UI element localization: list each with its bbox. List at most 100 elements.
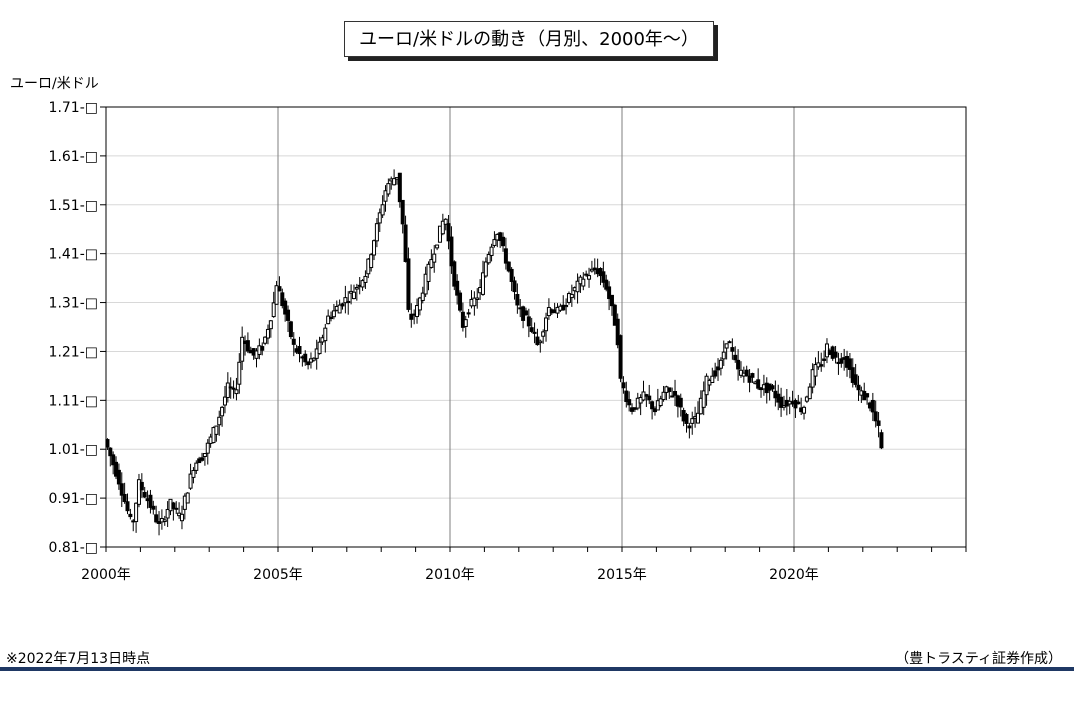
candle-body [403, 224, 408, 262]
candle-body [245, 340, 250, 352]
candle-body [108, 447, 113, 457]
candle-body [529, 327, 534, 332]
plot-frame [105, 106, 967, 548]
candle-body [191, 470, 196, 478]
y-tick-label: 1.41-□ [49, 247, 98, 263]
candle-body [406, 258, 411, 310]
candle-body [139, 481, 144, 491]
candle-body [271, 302, 276, 318]
candle-body [363, 275, 368, 283]
candle-body [661, 391, 666, 400]
candle-body [440, 220, 445, 235]
candle-body [839, 358, 844, 364]
candle-body [323, 327, 328, 342]
candle-body [581, 278, 586, 287]
candle-body [621, 382, 626, 389]
chart-title: ユーロ/米ドルの動き（月別、2000年～） [344, 21, 714, 57]
candle-body [374, 223, 379, 242]
candle-body [736, 359, 741, 370]
candle-body [297, 346, 302, 355]
candle-body [779, 396, 784, 408]
candle-body [354, 287, 359, 290]
candle-body [618, 335, 623, 379]
candle-body [337, 304, 342, 314]
candle-body [807, 386, 812, 400]
candle-body [458, 292, 463, 311]
x-tick-label: 2010年 [425, 567, 475, 583]
candle-body [128, 513, 133, 518]
candle-body [283, 300, 288, 315]
bottom-rule [0, 667, 1074, 671]
candle-body [288, 321, 293, 338]
candle-body [644, 394, 649, 397]
candle-body [188, 473, 193, 489]
y-tick-label: 1.71-□ [49, 100, 98, 116]
candle-body [687, 425, 692, 429]
candle-body [432, 253, 437, 263]
candle-body [268, 320, 273, 330]
candle-body [380, 204, 385, 216]
candle-body [360, 280, 365, 288]
candle-body [713, 370, 718, 377]
candle-body [853, 374, 858, 385]
candle-body [125, 501, 130, 512]
candle-body [796, 401, 801, 405]
candle-body [429, 259, 434, 268]
candle-body [105, 439, 110, 448]
candle-body [721, 351, 726, 360]
candle-body [690, 418, 695, 424]
y-tick-label: 1.21-□ [49, 344, 98, 360]
candle-body [512, 280, 517, 293]
candle-body [865, 393, 870, 398]
x-tick-label: 2015年 [597, 567, 647, 583]
candle-body [452, 261, 457, 287]
candle-body [756, 379, 761, 389]
candle-body [263, 336, 268, 344]
candle-body [291, 338, 296, 345]
candle-body [340, 303, 345, 307]
source-credit: （豊トラスティ証券作成） [895, 651, 1062, 667]
candle-body [569, 293, 574, 299]
candle-body [466, 312, 471, 315]
candle-body [435, 244, 440, 249]
candle-body [727, 341, 732, 344]
candle-body [509, 268, 514, 282]
candle-body [833, 351, 838, 358]
candle-body [489, 246, 494, 256]
candle-body [678, 397, 683, 408]
candle-body [205, 442, 210, 454]
candle-body [217, 416, 222, 426]
candle-body [515, 293, 520, 306]
candle-body [541, 331, 546, 337]
candle-body [409, 313, 414, 320]
x-tick-label: 2005年 [253, 567, 303, 583]
candle-body [819, 364, 824, 367]
candle-body [744, 369, 749, 377]
candle-body [383, 190, 388, 202]
candle-body [306, 361, 311, 366]
candle-body [260, 346, 265, 351]
candle-body [701, 390, 706, 408]
candle-body [179, 513, 184, 522]
candle-body [589, 268, 594, 272]
candle-body [377, 212, 382, 224]
candle-body [475, 297, 480, 301]
candle-body [584, 273, 589, 276]
candle-body [492, 239, 497, 246]
candle-body [165, 508, 170, 519]
candle-body [601, 271, 606, 283]
x-tick-label: 2020年 [769, 567, 819, 583]
candle-body [162, 519, 167, 522]
candle-body [311, 357, 316, 361]
candle-body [747, 375, 752, 383]
candle-body [303, 353, 308, 363]
candle-body [154, 514, 159, 523]
candle-body [116, 469, 121, 485]
candle-body [472, 297, 477, 307]
candle-body [369, 254, 374, 269]
candle-body [151, 505, 156, 510]
candle-body [111, 454, 116, 466]
y-tick-label: 1.31-□ [49, 296, 98, 312]
candle-body [498, 232, 503, 242]
candle-body [157, 521, 162, 524]
